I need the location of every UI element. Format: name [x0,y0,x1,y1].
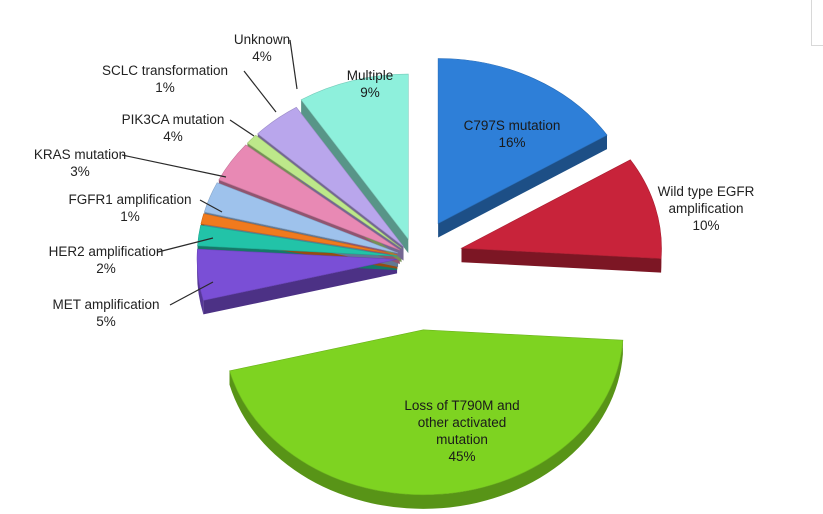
leader-line-8 [244,71,276,112]
leader-line-6 [122,155,226,177]
leader-line-9 [290,40,297,89]
leader-line-7 [230,120,254,136]
corner-frame [811,0,823,46]
